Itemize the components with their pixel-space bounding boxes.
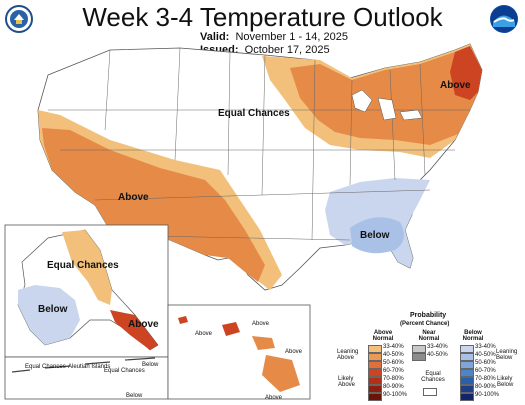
label-above-alaska: Above [128, 319, 159, 330]
legend-col-above: Above Normal [372, 330, 394, 342]
label-equal-chances-conus-1: Equal Chances [218, 108, 290, 119]
legend-title: Probability [410, 312, 447, 319]
hawaii-big-island [262, 355, 300, 392]
great-lakes [351, 89, 423, 121]
legend-above-swatch [368, 385, 382, 393]
legend-above-range-label: 80-90% [383, 384, 404, 390]
alaska-above-region [62, 230, 112, 305]
legend-likely-above: Likely Above [338, 376, 356, 388]
legend-below-range-label: 60-70% [475, 368, 496, 374]
legend-above-range-label: 70-80% [383, 376, 404, 382]
above-north-core [290, 46, 482, 145]
label-below-aleutian-a: Below [142, 362, 159, 368]
alaska-panhandle-above [110, 310, 158, 350]
state-borders [48, 47, 470, 241]
legend-above-range-label: 60-70% [383, 368, 404, 374]
legend-near-swatch [412, 345, 426, 353]
legend-above-swatch [368, 369, 382, 377]
legend-above-range-label: 90-100% [383, 392, 408, 398]
label-below-aleutian-b: Below [126, 393, 143, 399]
alaska-below-region [18, 285, 80, 345]
valid-dates: Valid: November 1 - 14, 2025 [200, 31, 348, 43]
legend-near-swatch [412, 353, 426, 361]
legend-col-below: Below Normal [462, 330, 484, 342]
legend-below-swatch [460, 369, 474, 377]
legend-above-swatch [368, 345, 382, 353]
legend-near-range-label: 40-50% [427, 352, 448, 358]
label-aleutian-islands: Aleutian Islands [68, 364, 110, 370]
noaa-logo-icon [490, 5, 518, 33]
legend-near-range-label: 33-40% [427, 344, 448, 350]
legend-below-swatch [460, 393, 474, 401]
legend-above-swatch [368, 353, 382, 361]
label-above-hawaii-4: Above [265, 395, 283, 401]
legend-swatch-equal-chances [423, 388, 437, 396]
legend-above-range-label: 33-40% [383, 344, 404, 350]
legend-below-range-label: 33-40% [475, 344, 496, 350]
legend-above-swatch [368, 361, 382, 369]
legend-col-near: Near Normal [418, 330, 440, 342]
legend-below-range-label: 50-60% [475, 360, 496, 366]
legend-below-swatch [460, 353, 474, 361]
legend-equal-chances: Equal Chances [421, 371, 445, 383]
page-title: Week 3-4 Temperature Outlook [82, 2, 443, 32]
legend-leaning-above: Leaning Above [337, 349, 359, 361]
hawaii-oahu [222, 322, 240, 336]
label-above-southwest: Above [118, 192, 149, 203]
label-below-southeast: Below [360, 230, 390, 241]
legend-above-swatch [368, 393, 382, 401]
legend-below-range-label: 70-80% [475, 376, 496, 382]
label-above-northeast: Above [440, 80, 471, 91]
legend-below-swatch [460, 361, 474, 369]
below-southeast-core [350, 217, 404, 254]
legend-below-range-label: 80-90% [475, 384, 496, 390]
legend-below-swatch [460, 385, 474, 393]
above-southwest-core [42, 128, 265, 282]
legend-below-swatch [460, 377, 474, 385]
label-above-hawaii-3: Above [285, 349, 303, 355]
legend-below-swatch [460, 345, 474, 353]
doc-seal-icon [5, 5, 33, 33]
legend-below-range-label: 40-50% [475, 352, 496, 358]
label-below-alaska: Below [38, 304, 68, 315]
legend-above-swatch [368, 377, 382, 385]
label-equal-chances-aleutian-b: Equal Chances [104, 368, 145, 374]
label-equal-chances-aleutian-a: Equal Chances [25, 364, 66, 370]
hawaii-maui [252, 336, 275, 350]
label-equal-chances-alaska: Equal Chances [47, 260, 119, 271]
legend-likely-below: Likely Below [497, 376, 514, 388]
legend-above-range-label: 40-50% [383, 352, 404, 358]
legend-below-range-label: 90-100% [475, 392, 500, 398]
label-above-hawaii-1: Above [195, 331, 213, 337]
aleutian-chain [11, 357, 156, 373]
legend-above-range-label: 50-60% [383, 360, 404, 366]
hawaii-kauai [178, 316, 188, 324]
legend-subtitle: (Percent Chance) [400, 321, 450, 327]
legend-leaning-below: Leaning Below [496, 349, 518, 361]
label-above-hawaii-2: Above [252, 321, 270, 327]
above-northeast-strong [450, 46, 482, 100]
